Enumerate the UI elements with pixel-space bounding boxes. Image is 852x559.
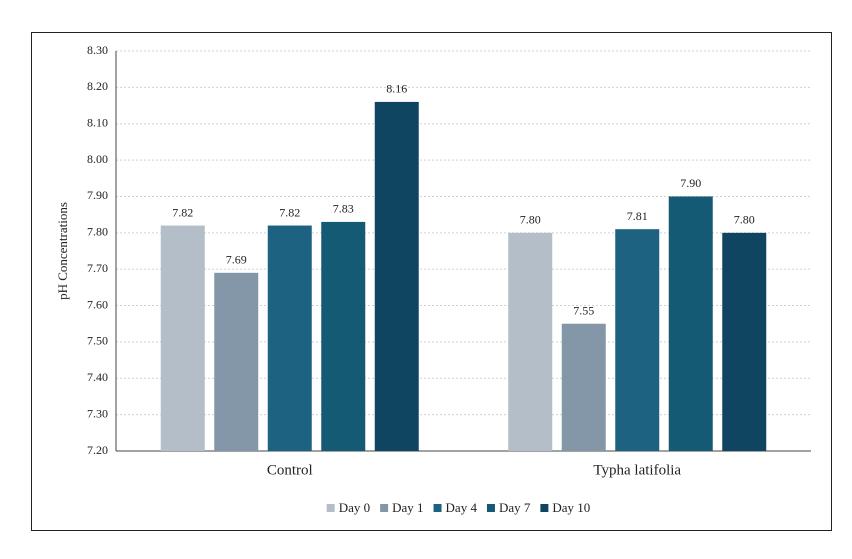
y-tick-label: 7.60 [87,297,108,311]
bar [160,225,205,451]
legend-label: Day 4 [446,500,478,515]
legend-swatch [380,504,389,512]
value-label: 7.83 [333,202,354,216]
value-label: 7.81 [627,209,648,223]
legend-label: Day 7 [499,500,531,515]
y-tick-label: 8.00 [87,152,108,166]
legend-label: Day 0 [339,500,370,515]
bar [267,225,312,451]
value-label: 7.90 [680,176,701,190]
value-label: 7.55 [573,303,594,317]
bar [722,232,767,451]
bar [561,323,606,451]
legend-swatch [433,504,442,512]
value-label: 8.16 [386,82,407,96]
legend-swatch [486,504,495,512]
legend-label: Day 1 [392,500,423,515]
y-tick-label: 8.10 [87,115,108,129]
bar [508,232,553,451]
bar [374,101,419,451]
y-tick-label: 8.20 [87,79,108,93]
legend-label: Day 10 [552,500,590,515]
bar [615,229,660,451]
y-tick-label: 8.30 [87,43,108,57]
value-label: 7.69 [226,253,247,267]
y-axis-title: pH Concentrations [55,202,70,300]
value-label: 7.82 [279,205,300,219]
legend-swatch [326,504,335,512]
value-label: 7.80 [520,213,541,227]
bar [321,221,366,451]
bar [214,272,259,451]
legend-swatch [540,504,549,512]
value-label: 7.82 [172,205,193,219]
value-label: 7.80 [734,213,755,227]
y-tick-label: 7.40 [87,370,108,384]
bar [668,196,713,451]
y-tick-label: 7.80 [87,225,108,239]
y-tick-label: 7.90 [87,188,108,202]
y-tick-label: 7.30 [87,406,108,420]
y-tick-label: 7.20 [87,443,108,457]
y-tick-label: 7.50 [87,334,108,348]
x-tick-label: Typha latifolia [593,462,681,478]
x-tick-label: Control [267,462,313,478]
y-tick-label: 7.70 [87,261,108,275]
